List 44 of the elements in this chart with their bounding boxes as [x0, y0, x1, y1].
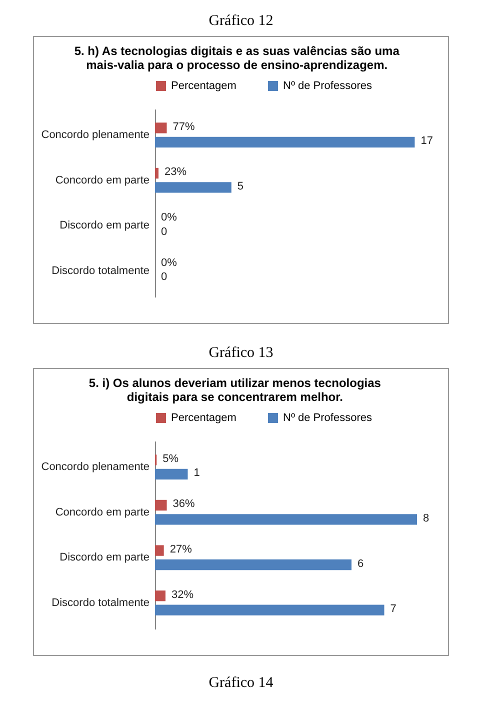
- data-label: 6: [358, 558, 364, 570]
- bar: [155, 168, 159, 179]
- bar: [155, 590, 166, 602]
- data-label: 0%: [161, 212, 178, 224]
- data-label: 32%: [171, 588, 194, 601]
- data-label: 8: [423, 512, 430, 524]
- text: Gráfico 13: [208, 344, 274, 363]
- data-label: 0: [161, 271, 168, 284]
- data-label: 77%: [172, 120, 195, 133]
- y-tick-label: Discordo totalmente: [52, 264, 150, 277]
- bar: [155, 122, 167, 134]
- text: Gráfico 12: [208, 12, 274, 31]
- bar: [155, 604, 384, 616]
- bar: [155, 468, 188, 480]
- y-tick-label: Concordo em parte: [55, 506, 150, 518]
- data-label: 5%: [162, 452, 179, 465]
- bar: [155, 182, 232, 193]
- data-label: 0: [161, 226, 168, 238]
- data-label: 1: [194, 467, 200, 480]
- bar: [155, 500, 167, 511]
- data-label: 0%: [161, 256, 178, 269]
- data-label: 7: [390, 603, 396, 616]
- legend-label: Nº de Professores: [283, 412, 372, 424]
- y-tick-label: Concordo em parte: [55, 174, 150, 186]
- legend-label: Percentagem: [171, 80, 236, 92]
- bar: [155, 559, 352, 570]
- chart-title: 5. h) As tecnologias digitais e as suas valências são uma mais-valia para o processo de ensino-aprendizagem.: [74, 44, 400, 72]
- y-tick-label: Concordo plenamente: [41, 461, 150, 474]
- bar: [155, 545, 164, 556]
- data-label: 23%: [164, 166, 187, 178]
- data-label: 36%: [172, 498, 196, 510]
- legend-label: Nº de Professores: [283, 80, 372, 92]
- data-label: 5: [237, 180, 244, 192]
- legend-label: Percentagem: [171, 412, 236, 424]
- y-tick-label: Discordo em parte: [60, 220, 150, 232]
- data-label: 27%: [170, 544, 192, 556]
- text: Gráfico 14: [208, 674, 274, 693]
- y-tick-label: Concordo plenamente: [41, 129, 150, 142]
- bar: [155, 514, 417, 525]
- data-label: 17: [420, 135, 433, 148]
- chart-title: 5. i) Os alunos deveriam utilizar menos tecnologias digitais para se concentrarem melhor.: [88, 376, 382, 404]
- y-tick-label: Discordo em parte: [60, 552, 150, 564]
- y-tick-label: Discordo totalmente: [52, 596, 150, 609]
- bar: [155, 136, 415, 148]
